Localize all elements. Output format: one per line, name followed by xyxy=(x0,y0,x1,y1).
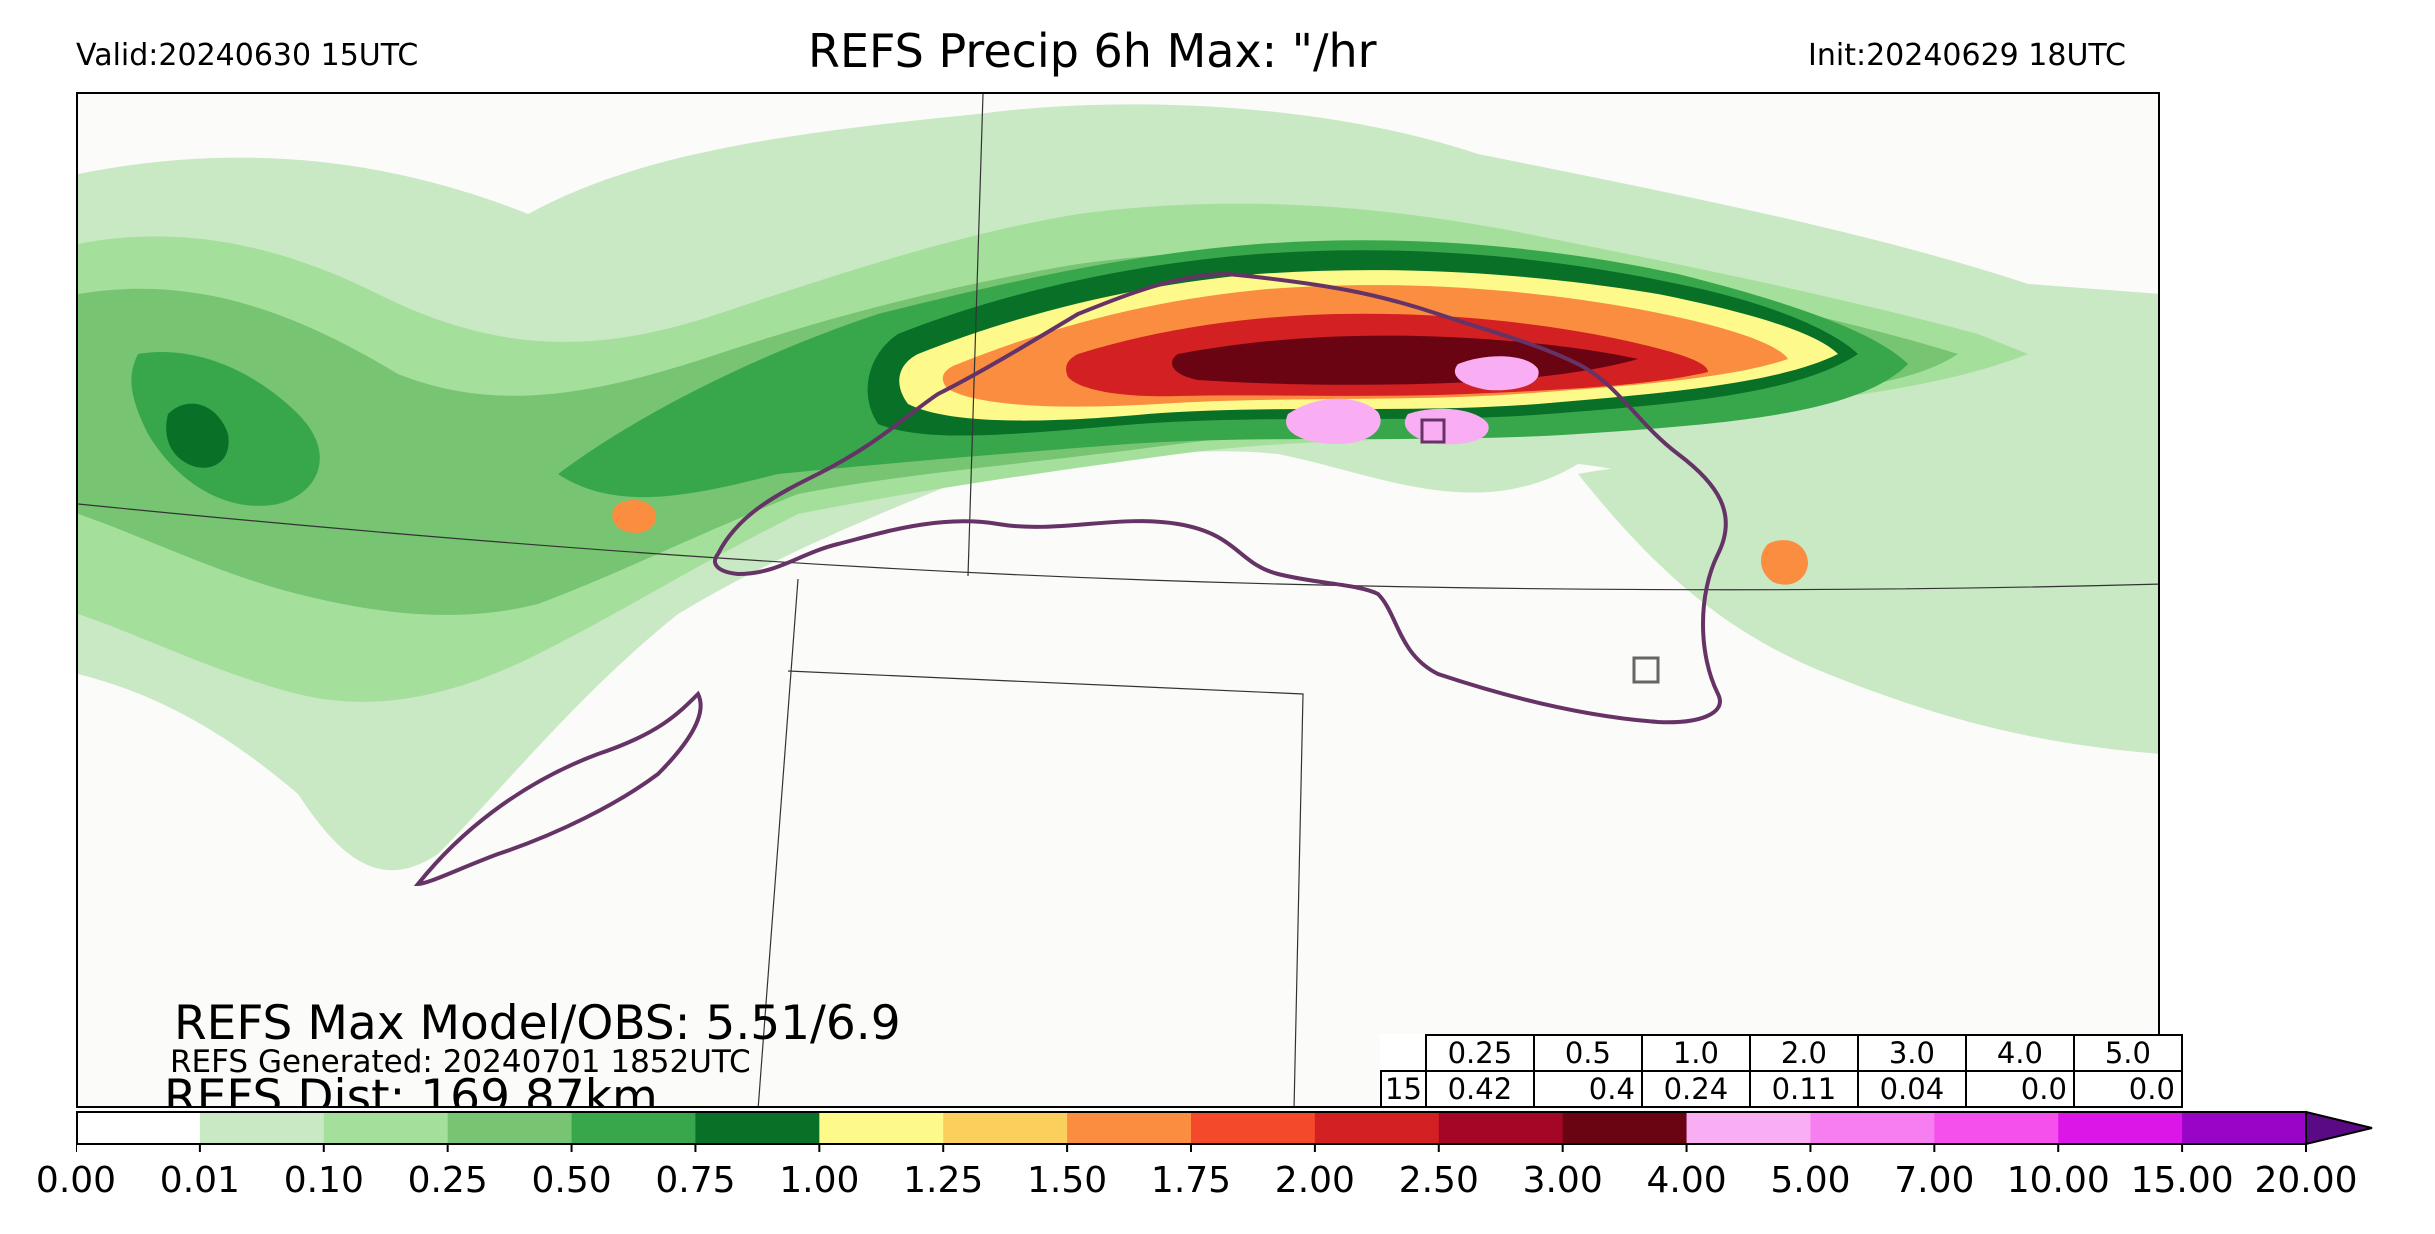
colorbar-tick-label: 15.00 xyxy=(2130,1160,2234,1201)
value-cell: 0.42 xyxy=(1424,1070,1535,1108)
colorbar-segment xyxy=(819,1112,944,1144)
boundary-line xyxy=(967,94,984,577)
threshold-stats-table: 0.25 0.5 1.0 2.0 3.0 4.0 5.0 15 0.42 0.4… xyxy=(1380,1034,2183,1108)
colorbar-tick-label: 1.75 xyxy=(1150,1160,1232,1201)
value-cell: 0.24 xyxy=(1640,1070,1751,1108)
threshold-cell: 0.5 xyxy=(1532,1034,1643,1072)
obs-contour xyxy=(413,690,703,887)
colorbar-segment xyxy=(447,1112,573,1144)
stats-corner-cell xyxy=(1381,1035,1426,1071)
boundary-line xyxy=(757,578,799,1106)
value-cell: 0.0 xyxy=(1964,1070,2075,1108)
colorbar-segment xyxy=(1314,1112,1440,1144)
precip-area-pink xyxy=(1454,356,1539,391)
station-marker xyxy=(1632,656,1660,684)
colorbar-segment xyxy=(571,1112,696,1144)
colorbar-tick-label: 0.01 xyxy=(159,1160,240,1201)
precip-area-pink xyxy=(1404,408,1489,445)
value-cell: 0.11 xyxy=(1748,1070,1859,1108)
threshold-cell: 2.0 xyxy=(1748,1034,1859,1072)
threshold-header-row: 0.25 0.5 1.0 2.0 3.0 4.0 5.0 xyxy=(1381,1034,2183,1072)
station-marker xyxy=(1420,418,1446,444)
colorbar-segment xyxy=(695,1112,820,1144)
colorbar-tick-label: 3.00 xyxy=(1522,1160,1603,1201)
max-model-obs-text: REFS Max Model/OBS: 5.51/6.9 xyxy=(174,996,901,1051)
obs-contour xyxy=(712,271,1728,725)
threshold-cell: 3.0 xyxy=(1856,1034,1967,1072)
colorbar-segment xyxy=(1686,1112,1811,1144)
precip-area-orange xyxy=(1761,540,1808,585)
colorbar-tick-label: 0.50 xyxy=(531,1160,612,1201)
colorbar-tick-label: 1.00 xyxy=(779,1160,860,1201)
value-cell: 0.4 xyxy=(1532,1070,1643,1108)
colorbar-tick-label: 0.00 xyxy=(35,1160,117,1201)
colorbar-tick-label: 10.00 xyxy=(2006,1160,2110,1201)
precip-map xyxy=(78,94,2158,1106)
precip-area-dark xyxy=(166,403,229,468)
colorbar-tick-label: 1.25 xyxy=(903,1160,984,1201)
threshold-cell: 0.25 xyxy=(1424,1034,1535,1072)
precip-area-orange xyxy=(612,499,657,533)
colorbar xyxy=(76,1110,2373,1152)
init-time-label: Init:20240629 18UTC xyxy=(1808,38,2126,73)
row-label-cell: 15 xyxy=(1380,1070,1427,1108)
colorbar-segment xyxy=(943,1112,1068,1144)
valid-time-label: Valid:20240630 15UTC xyxy=(76,38,419,73)
generated-time-text: REFS Generated: 20240701 1852UTC xyxy=(170,1044,751,1080)
colorbar-segment xyxy=(76,1112,201,1144)
colorbar-segment xyxy=(1562,1112,1688,1144)
colorbar-extend-arrow xyxy=(2305,1110,2373,1146)
colorbar-tick-label: 5.00 xyxy=(1770,1160,1851,1201)
map-title: REFS Precip 6h Max: "/hr xyxy=(808,24,1377,78)
threshold-values-row: 15 0.42 0.4 0.24 0.11 0.04 0.0 0.0 xyxy=(1380,1070,2183,1108)
colorbar-segment xyxy=(2058,1112,2183,1144)
colorbar-segment xyxy=(1191,1112,1316,1144)
colorbar-segment xyxy=(199,1112,325,1144)
colorbar-segment xyxy=(323,1112,449,1144)
colorbar-tick-label: 0.10 xyxy=(283,1160,364,1201)
map-panel: REFS Max Model/OBS: 5.51/6.9 REFS Genera… xyxy=(76,92,2160,1108)
colorbar-tick-label: 2.50 xyxy=(1398,1160,1479,1201)
colorbar-tick-label: 20.00 xyxy=(2254,1160,2358,1201)
threshold-cell: 4.0 xyxy=(1964,1034,2075,1072)
boundary-line xyxy=(78,503,2158,591)
threshold-cell: 5.0 xyxy=(2072,1034,2183,1072)
value-cell: 0.0 xyxy=(2072,1070,2183,1108)
colorbar-segment xyxy=(1934,1112,2059,1144)
colorbar-tick-label: 0.75 xyxy=(655,1160,736,1201)
threshold-cell: 1.0 xyxy=(1640,1034,1751,1072)
colorbar-tick-label: 0.25 xyxy=(407,1160,488,1201)
boundary-line xyxy=(787,670,1304,1106)
colorbar-tick-label: 4.00 xyxy=(1646,1160,1727,1201)
precip-area-pink xyxy=(1286,398,1381,444)
colorbar-tick-label: 1.50 xyxy=(1027,1160,1108,1201)
value-cell: 0.04 xyxy=(1856,1070,1967,1108)
colorbar-segment xyxy=(1067,1112,1192,1144)
colorbar-tick-label: 2.00 xyxy=(1274,1160,1355,1201)
colorbar-tick-label: 7.00 xyxy=(1894,1160,1975,1201)
colorbar-segment xyxy=(1438,1112,1564,1144)
colorbar-segment xyxy=(1810,1112,1935,1144)
colorbar-segment xyxy=(2182,1112,2307,1144)
distance-text: REFS Dist: 169.87km xyxy=(164,1070,658,1108)
